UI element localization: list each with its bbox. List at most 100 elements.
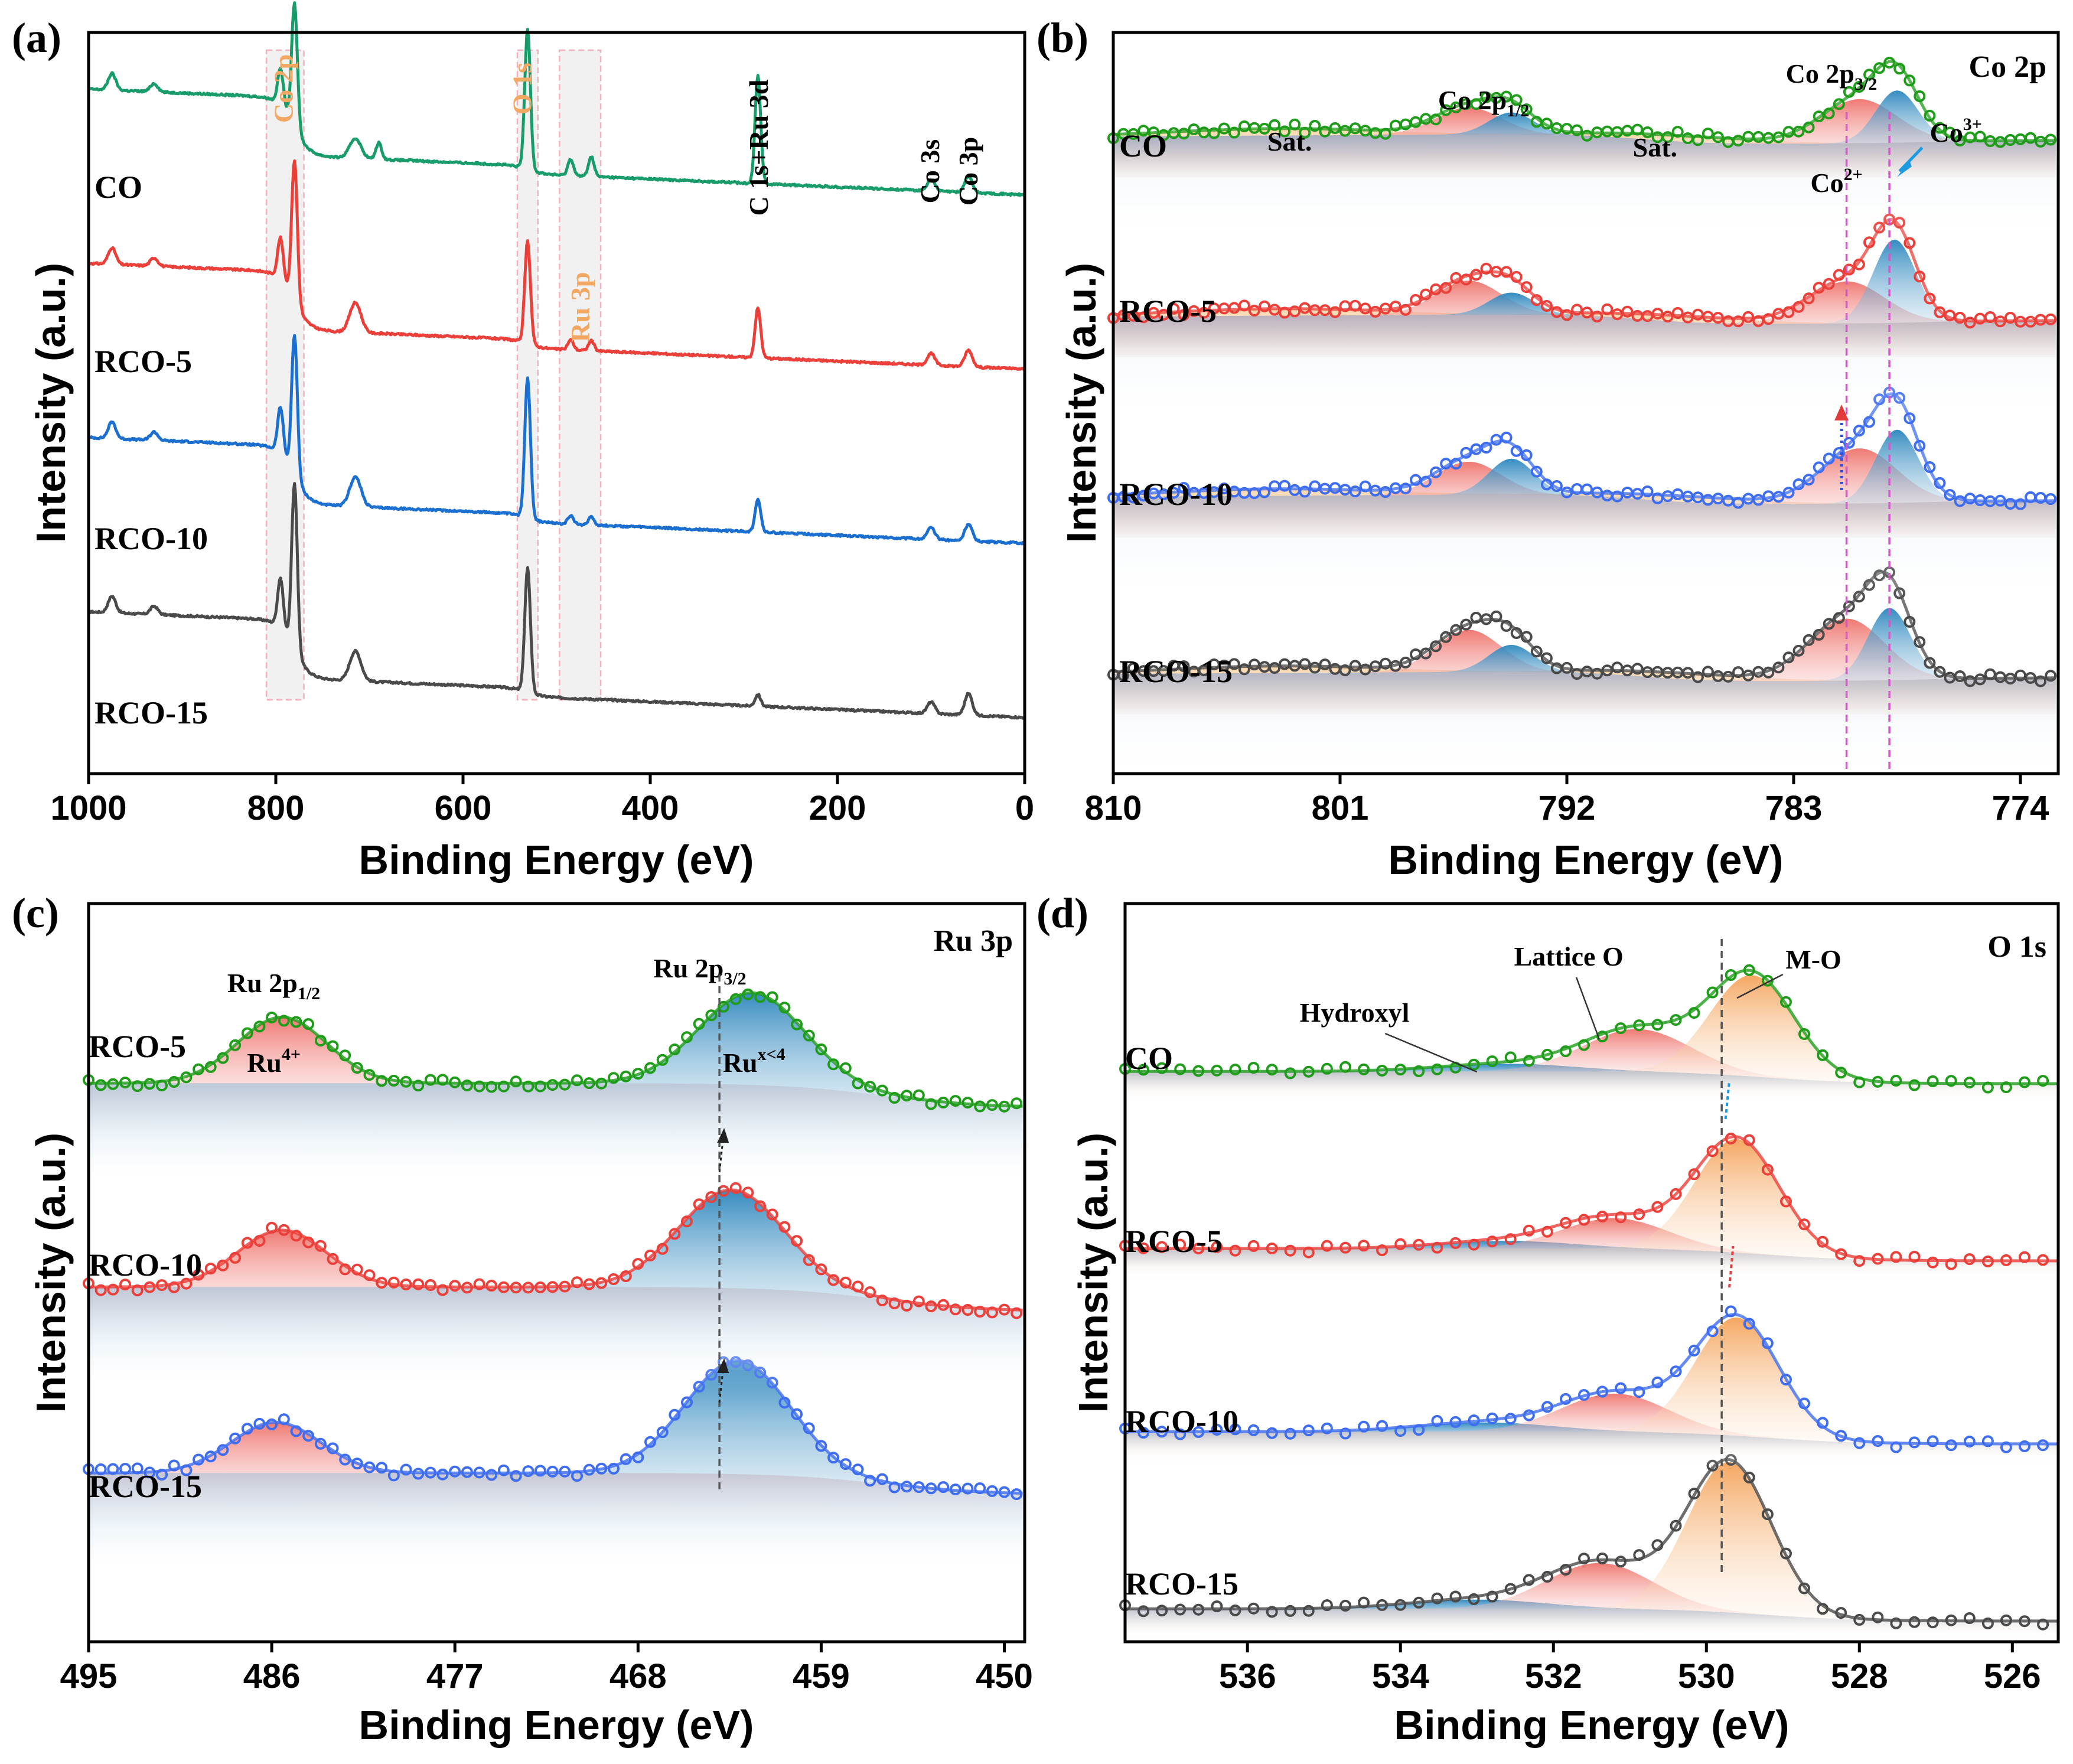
- panel-d-datapoint-RCO-15: [1908, 1079, 1921, 1091]
- panel-d-datapoint-RCO-15: [1137, 1064, 1150, 1076]
- panel-b-ylabel: Intensity (a.u.): [1058, 263, 1104, 543]
- panel-b-datapoint-RCO-5: [1430, 466, 1442, 478]
- panel-c-datapoint-RCO-15: [204, 1061, 217, 1073]
- panel-d-datapoint-CO: [1981, 1617, 1994, 1629]
- panel-a-xtick-label: 400: [622, 789, 679, 827]
- panel-d-datapoint-RCO-5: [1358, 1420, 1370, 1433]
- panel-c-datapoint-RCO-15: [363, 1069, 376, 1081]
- panel-d-datapoint-RCO-10: [2000, 1254, 2012, 1266]
- panel-c-datapoint-RCO-5: [815, 1440, 827, 1452]
- panel-b-datapoint-CO: [1520, 631, 1533, 643]
- panel-b-datapoint-RCO-5: [2015, 498, 2026, 510]
- panel-c-datapoint-RCO-15: [180, 1071, 193, 1084]
- panel-c-datapoint-RCO-5: [327, 1442, 339, 1455]
- panel-d-hydroxyl-label: Hydroxyl: [1300, 997, 1410, 1028]
- panel-d-datapoint-CO: [1798, 1582, 1810, 1595]
- panel-c-datapoint-RCO-5: [1011, 1488, 1023, 1501]
- panel-c-datapoint-RCO-10: [864, 1286, 876, 1299]
- panel-d-xtick-label: 534: [1372, 1657, 1429, 1695]
- panel-d-component-mo-RCO-15: [1125, 975, 2058, 1095]
- panel-d: (d) CO RCO-5 RCO-10 RCO-15 Hydroxyl Lattice O…: [1036, 889, 2060, 1748]
- panel-d-datapoint-RCO-5: [1321, 1422, 1333, 1434]
- panel-d-datapoint-RCO-5: [1872, 1435, 1884, 1447]
- panel-c-ticks: 495 486 477 468 459 450: [60, 1642, 1033, 1695]
- panel-c-datapoint-RCO-15: [974, 1100, 986, 1113]
- panel-b-xtick-label: 774: [1992, 789, 2049, 827]
- panel-c-datapoint-RCO-15: [608, 1072, 620, 1084]
- panel-d-datapoint-RCO-10: [1945, 1258, 1957, 1270]
- panel-b-datapoint-RCO-15: [1450, 101, 1462, 113]
- panel-c-datapoint-RCO-15: [229, 1039, 242, 1051]
- panel-c-datapoint-RCO-15: [632, 1068, 644, 1080]
- panel-c-datapoint-RCO-10: [998, 1303, 1011, 1316]
- panel-c-datapoint-RCO-15: [510, 1075, 522, 1088]
- panel-b-datapoint-RCO-5: [1792, 478, 1805, 490]
- panel-d-label: (d): [1036, 889, 1088, 937]
- panel-c-datapoint-RCO-10: [339, 1263, 351, 1276]
- panel-c-datapoint-RCO-10: [266, 1221, 278, 1234]
- panel-b-datapoint-RCO-5: [1833, 447, 1845, 459]
- panel-d-mo-label: M-O: [1785, 944, 1841, 974]
- panel-d-datapoint-RCO-5: [1468, 1414, 1480, 1427]
- panel-b-datapoint-CO: [2004, 673, 2016, 685]
- panel-b-sample-label: RCO-15: [1119, 654, 1233, 689]
- panel-d-datapoint-RCO-15: [1578, 1039, 1590, 1051]
- panel-b-datapoint-RCO-15: [1430, 113, 1442, 126]
- panel-c-datapoint-RCO-10: [327, 1253, 339, 1265]
- panel-b-datapoint-RCO-10: [1853, 258, 1865, 270]
- panel-d-datapoint-RCO-5: [1835, 1430, 1847, 1442]
- panel-d-datapoint-RCO-15: [1229, 1064, 1241, 1076]
- panel-b-datapoint-RCO-10: [1530, 294, 1543, 307]
- panel-d-datapoint-RCO-10: [1541, 1225, 1553, 1238]
- panel-a-curves: [87, 1, 1026, 720]
- panel-d-datapoint-RCO-5: [1853, 1437, 1866, 1449]
- panel-c-datapoint-RCO-10: [302, 1236, 315, 1248]
- panel-d-datapoint-CO: [1596, 1552, 1609, 1564]
- panel-d-datapoint-RCO-5: [1743, 1318, 1755, 1330]
- panel-c-sample-label: RCO-15: [89, 1469, 202, 1504]
- panel-c: (c) RCO-5 RCO-10 RCO-15 Ru 2p1/2 Ru 2p3/2 Ru4…: [12, 889, 1033, 1748]
- panel-d-datapoint-RCO-15: [1633, 1019, 1645, 1032]
- panel-d-datapoint-RCO-10: [1266, 1243, 1278, 1254]
- panel-b-datapoint-CO: [1540, 652, 1553, 664]
- panel-c-datapoint-RCO-5: [974, 1482, 986, 1495]
- panel-c-datapoint-RCO-5: [436, 1468, 449, 1481]
- panel-b-datapoint-RCO-10: [1581, 307, 1593, 319]
- panel-c-datapoint-RCO-15: [119, 1077, 131, 1089]
- panel-d-datapoint-RCO-15: [1927, 1075, 1939, 1087]
- panel-b-datapoint-RCO-10: [1591, 311, 1603, 322]
- panel-b-datapoint-CO: [1833, 612, 1845, 624]
- panel-d-datapoint-CO: [1321, 1599, 1333, 1612]
- panel-a-sample-label: RCO-15: [94, 695, 208, 731]
- panel-c-datapoint-RCO-5: [217, 1444, 229, 1456]
- panel-b-datapoint-CO: [1359, 663, 1371, 676]
- panel-d-datapoint-CO: [1376, 1599, 1388, 1611]
- panel-b-datapoint-RCO-10: [1420, 288, 1432, 301]
- panel-d-datapoint-RCO-10: [1137, 1242, 1150, 1254]
- panel-d-datapoint-RCO-10: [1229, 1244, 1241, 1257]
- panel-b-datapoint-RCO-15: [1259, 122, 1270, 135]
- panel-d-datapoint-RCO-15: [1688, 1007, 1700, 1019]
- panel-a-peak-annotation: Co 3p: [953, 137, 983, 206]
- panel-b-datapoint-RCO-5: [1641, 485, 1654, 498]
- panel-c-datapoint-RCO-10: [937, 1299, 950, 1311]
- panel-b-datapoint-RCO-10: [1611, 308, 1624, 321]
- panel-d-sample-label: RCO-5: [1125, 1224, 1223, 1259]
- panel-d-datapoint-RCO-10: [1302, 1246, 1315, 1258]
- panel-d-annotations: CO RCO-5 RCO-10 RCO-15 Hydroxyl Lattice O M-O: [1125, 939, 1841, 1602]
- panel-b-datapoint-RCO-10: [1782, 306, 1795, 318]
- panel-d-datapoint-RCO-5: [1523, 1409, 1535, 1421]
- panel-b-datapoint-RCO-10: [1510, 270, 1523, 283]
- panel-b-datapoint-RCO-5: [1752, 494, 1765, 506]
- panel-d-datapoint-RCO-15: [1413, 1065, 1425, 1077]
- panel-a-frame: [87, 31, 1026, 775]
- panel-b-datapoint-CO: [1178, 660, 1190, 673]
- panel-c-ru4plus-label: Ru4+: [247, 1045, 301, 1078]
- panel-d-envelope-RCO-15: [1125, 969, 2058, 1085]
- panel-c-datapoint-RCO-15: [290, 1016, 302, 1028]
- panel-c-datapoint-RCO-5: [522, 1465, 534, 1478]
- panel-c-datapoint-RCO-5: [839, 1458, 852, 1470]
- panel-b-datapoint-CO: [1631, 663, 1644, 675]
- panel-c-xtick-label: 450: [976, 1657, 1033, 1695]
- panel-d-datapoint-CO: [1872, 1611, 1884, 1623]
